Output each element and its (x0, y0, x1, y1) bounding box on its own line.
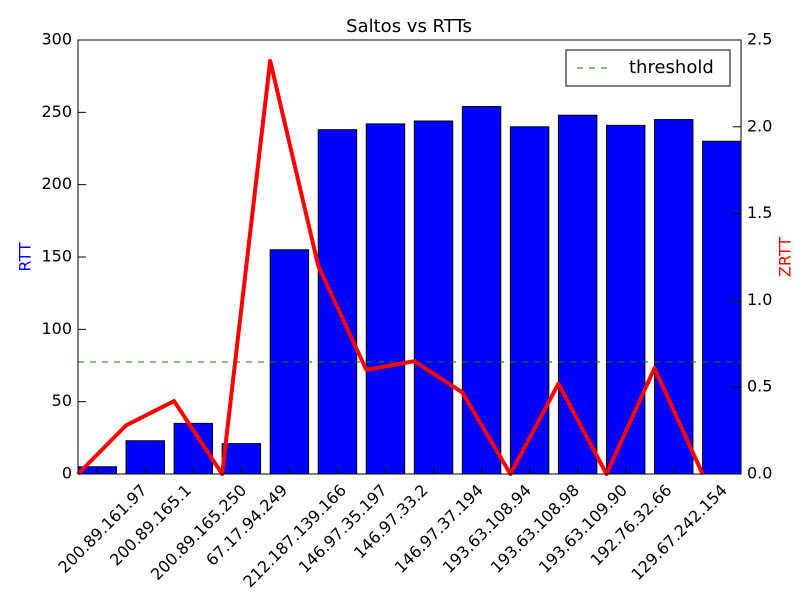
legend-label: threshold (629, 57, 714, 78)
bar (509, 126, 550, 475)
y-tick-label: 0 (62, 464, 72, 483)
bar (702, 140, 742, 475)
bar (317, 129, 358, 475)
y-tick-label: 250 (41, 102, 72, 121)
y-tick-label: 150 (41, 247, 72, 266)
bar (654, 119, 694, 475)
bar (365, 123, 406, 475)
y-tick-label: 100 (41, 319, 72, 338)
y2-axis-label: ZRTT (776, 237, 795, 277)
y-axis-label: RTT (16, 242, 35, 271)
y2-tick-label: 1.5 (747, 203, 772, 222)
y2-tick-label: 2.5 (747, 30, 772, 49)
bar (605, 124, 646, 475)
y2-tick-label: 0.0 (747, 464, 772, 483)
bar (413, 120, 454, 475)
y-tick-label: 50 (52, 391, 72, 410)
y2-tick-label: 1.0 (747, 290, 772, 309)
y2-tick-label: 2.0 (747, 116, 772, 135)
y2-tick-label: 0.5 (747, 377, 772, 396)
bar (461, 106, 502, 475)
zrtt-line (76, 58, 705, 476)
chart-title: Saltos vs RTTs (346, 16, 472, 37)
y-tick-label: 200 (41, 174, 72, 193)
y-tick-label: 300 (41, 30, 72, 49)
